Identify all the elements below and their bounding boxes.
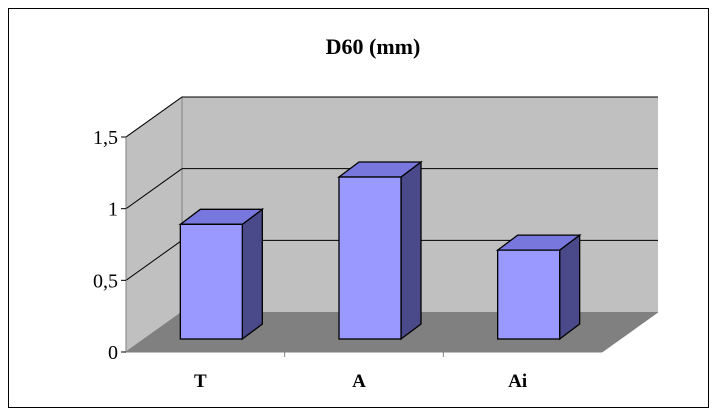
gridline [125,96,183,138]
chart-title: D60 (mm) [326,34,421,59]
floor-edge [601,311,659,353]
y-tick-label: 0 [108,342,118,364]
gridline [125,239,183,281]
bar-front [497,249,561,340]
bar-front [179,223,243,340]
bar-front [338,176,402,340]
bar-Ai [495,233,582,341]
bar-T [178,208,265,341]
category-label: A [352,371,366,392]
y-tick-label: 1 [108,199,118,221]
bar-side [400,160,422,341]
side-wall [125,96,183,353]
category-label: Ai [508,371,527,392]
gridline [125,168,183,210]
category-labels: T A Ai [194,371,527,392]
bar-side [241,208,263,341]
value-axis: 0 0,5 1 1,5 [93,127,659,364]
y-tick-label: 0,5 [93,270,118,292]
bar-A [337,160,423,341]
category-label: T [194,371,207,392]
y-tick-label: 1,5 [93,127,118,149]
bar-side [559,233,581,341]
bars [178,160,582,341]
